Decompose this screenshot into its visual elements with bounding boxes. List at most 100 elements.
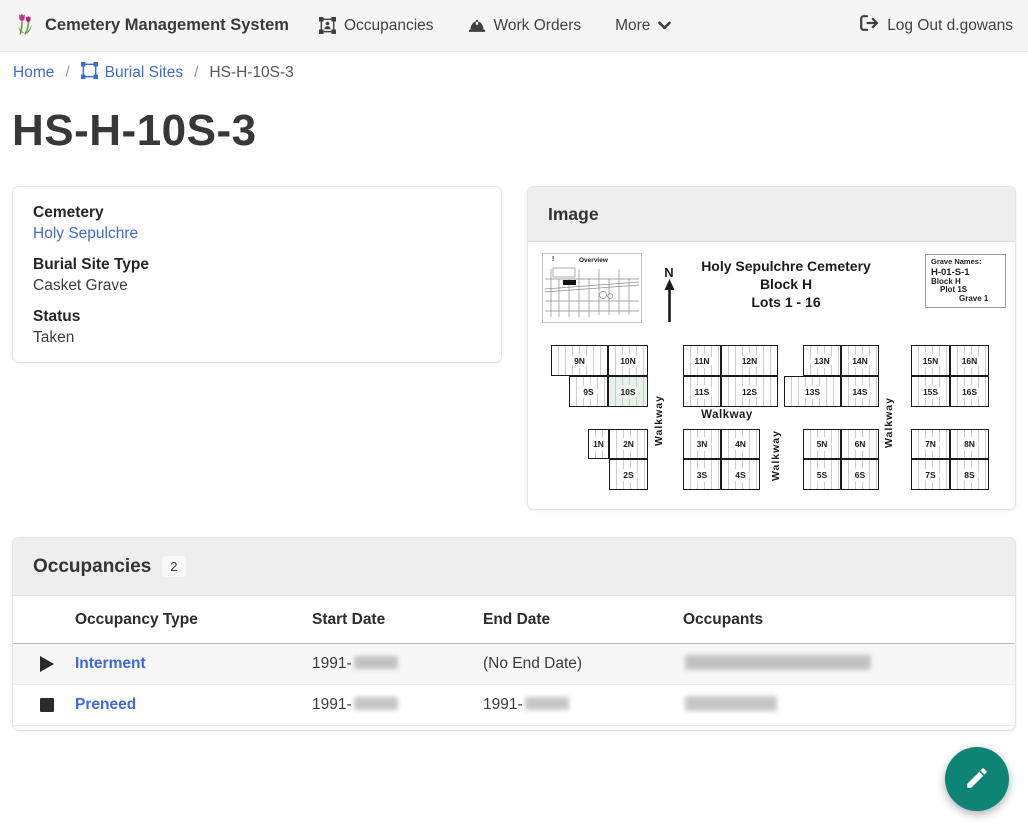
- plot-cell-12S: 12S: [721, 376, 778, 407]
- nav-label: Work Orders: [493, 16, 582, 34]
- column-end-date: End Date: [483, 610, 551, 628]
- redacted-text: [524, 697, 569, 710]
- occupancy-cell: 1991-: [312, 655, 483, 673]
- redacted-text: [685, 695, 777, 711]
- occupancies-table: Occupancy Type Start Date End Date Occup…: [13, 596, 1015, 726]
- burial-site-details-card: Cemetery Holy Sepulchre Burial Site Type…: [12, 186, 502, 363]
- occupancies-count-badge: 2: [162, 556, 186, 577]
- cemetery-link[interactable]: Holy Sepulchre: [33, 225, 139, 242]
- occupancy-type-link[interactable]: Interment: [75, 655, 146, 672]
- overview-label: Overview: [579, 257, 608, 264]
- map-title-line: Holy Sepulchre Cemetery: [701, 258, 871, 274]
- grave-name-grave: Grave 1: [959, 293, 989, 303]
- plot-cell-11S: 11S: [683, 376, 721, 407]
- page-title: HS-H-10S-3: [12, 106, 257, 155]
- pencil-icon: [964, 765, 990, 794]
- breadcrumb-label: Burial Sites: [104, 64, 184, 81]
- grave-name-plot: Plot 1S: [940, 285, 968, 294]
- plot-cell-6N: 6N: [841, 429, 879, 459]
- occupancies-panel: Occupancies 2 Occupancy Type Start Date …: [12, 537, 1016, 731]
- plot-cell-15S: 15S: [911, 376, 950, 407]
- plot-cell-8N: 8N: [950, 429, 989, 459]
- plot-cell-2S: 2S: [609, 459, 648, 490]
- map-title-line: Block H: [759, 276, 813, 292]
- nav-item-work-orders[interactable]: Work Orders: [468, 16, 582, 35]
- walkway-label: Walkway: [770, 430, 782, 482]
- nav-links: Occupancies Work Orders More: [318, 16, 672, 35]
- north-arrow: N: [660, 266, 678, 328]
- occupancy-cell: (No End Date): [483, 655, 583, 672]
- breadcrumb-current: HS-H-10S-3: [209, 64, 294, 81]
- grave-name-id: H-01-S-1: [931, 266, 970, 278]
- plot-cell-9N: 9N: [551, 345, 608, 376]
- plot-cell-11N: 11N: [683, 345, 721, 376]
- plot-map-image: ! Overview N Holy Sepul: [541, 245, 1006, 503]
- image-panel: Image ! Overview N: [527, 186, 1016, 510]
- column-start-date: Start Date: [312, 610, 386, 628]
- tulip-logo-icon: [15, 11, 36, 41]
- burial-site-type-label: Burial Site Type: [33, 256, 149, 273]
- occupancy-cell: [683, 695, 1015, 715]
- plot-cell-10N: 10N: [608, 345, 648, 376]
- occupancies-table-body: Interment 1991- (No End Date) Preneed 1991- 1…: [13, 644, 1015, 726]
- plot-cell-13S: 13S: [784, 376, 841, 407]
- plot-cell-9S: 9S: [569, 376, 608, 407]
- plot-cell-2N: 2N: [609, 429, 648, 459]
- image-panel-header: Image: [528, 187, 1015, 242]
- image-panel-title: Image: [548, 203, 599, 224]
- plot-cell-4S: 4S: [721, 459, 760, 490]
- redacted-text: [685, 654, 871, 670]
- hard-hat-icon: [468, 18, 486, 33]
- app-brand[interactable]: Cemetery Management System: [15, 11, 289, 41]
- plot-cell-12N: 12N: [721, 345, 778, 376]
- plot-cell-15N: 15N: [911, 345, 950, 376]
- plot-cell-5N: 5N: [803, 429, 841, 459]
- plot-cell-16S: 16S: [950, 376, 989, 407]
- top-navbar: Cemetery Management System Occupancies: [0, 0, 1028, 52]
- app-title: Cemetery Management System: [45, 16, 289, 34]
- logout-icon: [860, 15, 879, 36]
- plot-cell-14N: 14N: [841, 345, 879, 376]
- plot-cell-6S: 6S: [841, 459, 879, 490]
- map-title: Holy Sepulchre Cemetery Block H Lots 1 -…: [651, 257, 921, 311]
- occupancies-table-header: Occupancy Type Start Date End Date Occup…: [13, 596, 1015, 644]
- redacted-text: [353, 656, 398, 669]
- plot-cell-1N: 1N: [588, 429, 609, 459]
- nav-item-more[interactable]: More: [615, 16, 672, 35]
- plot-cell-7N: 7N: [911, 429, 950, 459]
- occupancy-cell: 1991-: [483, 696, 683, 714]
- map-title-line: Lots 1 - 16: [751, 294, 821, 310]
- occupancies-title: Occupancies: [33, 555, 152, 577]
- overview-marker: !: [552, 256, 555, 263]
- breadcrumb-separator: /: [65, 64, 70, 81]
- nav-label: More: [615, 16, 651, 34]
- chevron-down-icon: [658, 21, 672, 30]
- status-value: Taken: [33, 329, 75, 346]
- plot-cell-7S: 7S: [911, 459, 950, 490]
- plot-cell-3N: 3N: [683, 429, 721, 459]
- burial-site-type-value: Casket Grave: [33, 277, 128, 294]
- vector-square-icon: [80, 62, 98, 84]
- plot-cell-5S: 5S: [803, 459, 841, 490]
- column-occupancy-type: Occupancy Type: [75, 610, 198, 628]
- walkway-label: Walkway: [883, 397, 895, 449]
- play-icon: [40, 656, 54, 672]
- breadcrumb-home-link[interactable]: Home: [13, 64, 55, 81]
- occupancies-header: Occupancies 2: [13, 538, 1015, 596]
- cemetery-label: Cemetery: [33, 204, 104, 221]
- breadcrumb-burial-sites-link[interactable]: Burial Sites: [80, 62, 184, 84]
- nav-item-occupancies[interactable]: Occupancies: [318, 17, 434, 35]
- breadcrumb-separator: /: [194, 64, 199, 81]
- plot-cell-10S: 10S: [608, 376, 648, 407]
- occupancy-row: Interment 1991- (No End Date): [13, 644, 1015, 685]
- logout-label: Log Out d.gowans: [887, 16, 1013, 34]
- occupancy-type-link[interactable]: Preneed: [75, 696, 137, 713]
- logout-button[interactable]: Log Out d.gowans: [860, 15, 1013, 36]
- plot-cell-13N: 13N: [803, 345, 841, 376]
- overview-inset-map: ! Overview: [542, 253, 642, 323]
- edit-fab-button[interactable]: [945, 747, 1009, 811]
- redacted-text: [353, 697, 398, 710]
- occupancy-cell: 1991-: [312, 696, 483, 714]
- plot-cell-3S: 3S: [683, 459, 721, 490]
- stop-icon: [40, 698, 54, 712]
